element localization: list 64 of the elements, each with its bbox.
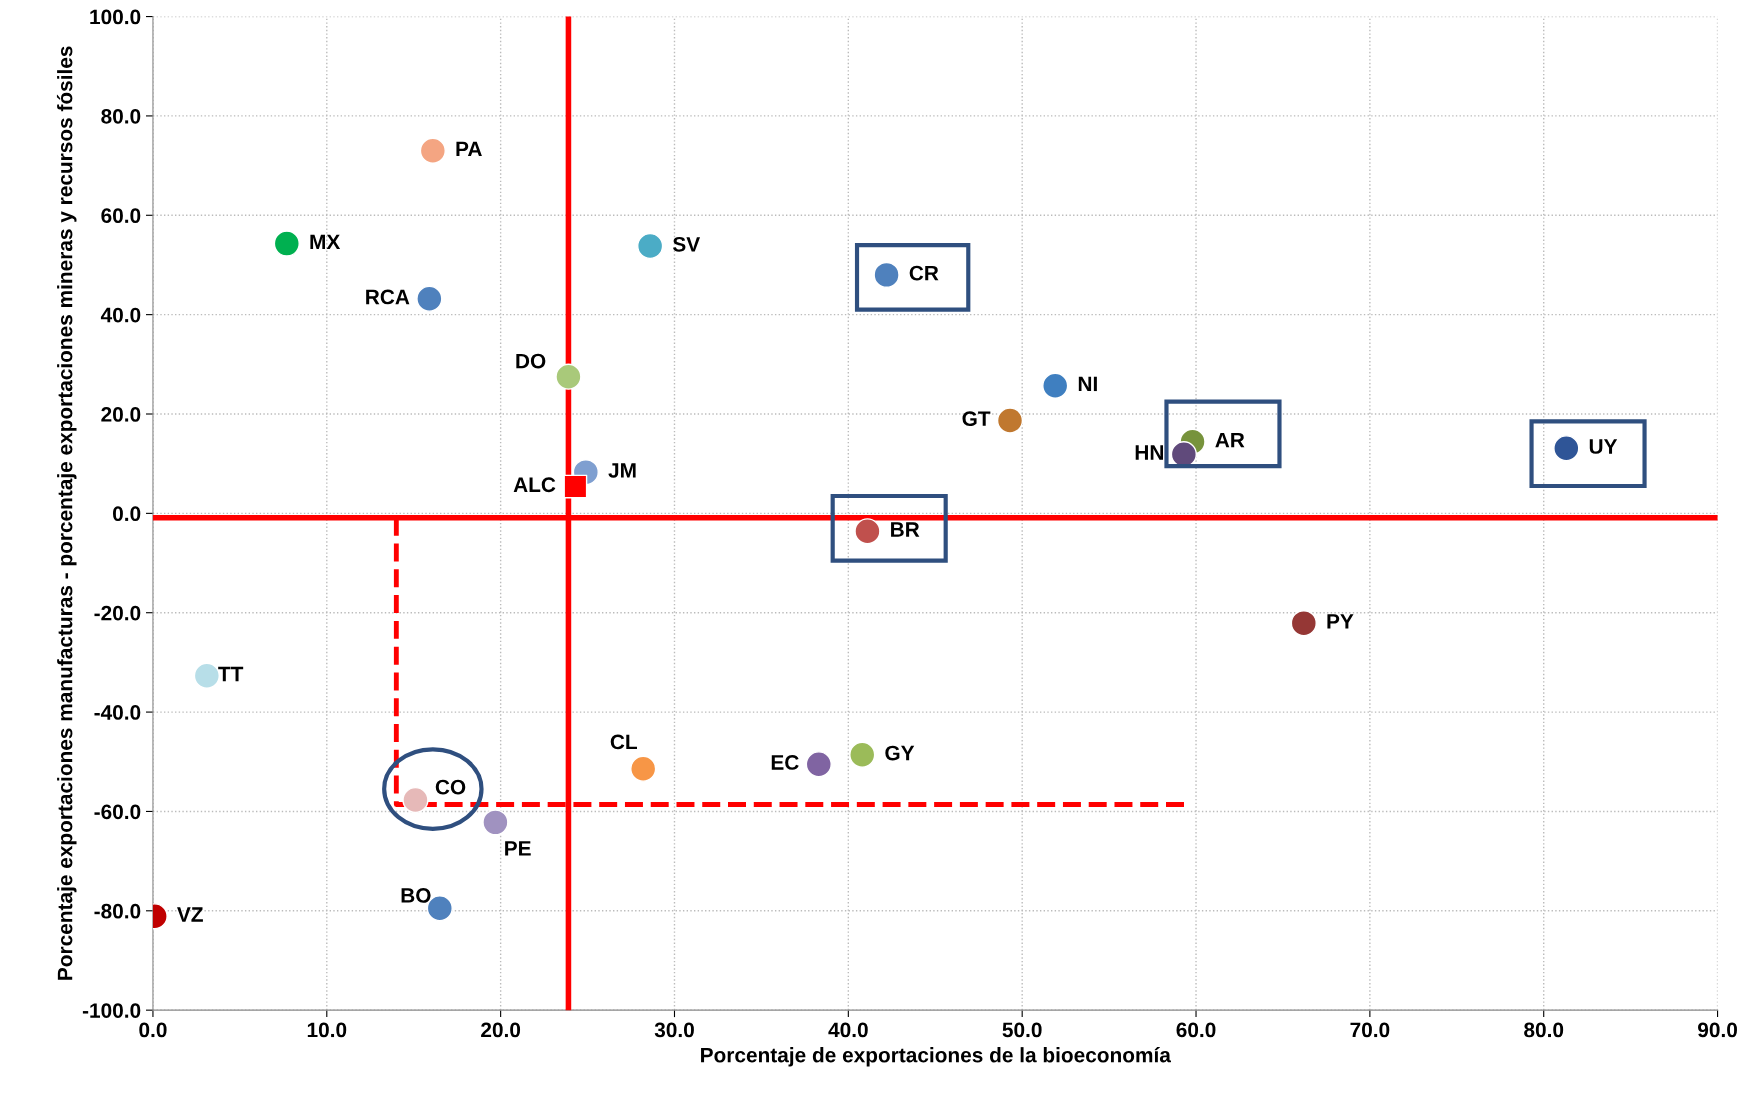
y-axis-title: Porcentaje exportaciones manufacturas - porcentaje exportaciones mineras y recursos fósiles bbox=[56, 46, 77, 980]
x-tick-label: 60.0 bbox=[1176, 1022, 1216, 1038]
series-label: PA bbox=[456, 141, 482, 157]
point bbox=[849, 741, 876, 768]
series-label: DO bbox=[516, 353, 546, 369]
series-label: HN bbox=[1135, 445, 1164, 460]
point bbox=[630, 755, 657, 782]
point bbox=[419, 137, 446, 164]
point bbox=[1290, 610, 1317, 637]
x-tick-label: 80.0 bbox=[1524, 1022, 1564, 1038]
y-tick-label: 40.0 bbox=[100, 307, 141, 323]
point bbox=[1553, 435, 1580, 462]
point bbox=[416, 285, 443, 312]
series-label: MX bbox=[310, 234, 341, 249]
x-tick-label: 30.0 bbox=[654, 1022, 694, 1038]
point bbox=[996, 407, 1024, 434]
point bbox=[854, 518, 881, 545]
point bbox=[273, 230, 300, 257]
x-tick-label: 90.0 bbox=[1698, 1022, 1737, 1038]
series-label: GT bbox=[962, 411, 991, 427]
x-tick-label: 50.0 bbox=[1002, 1022, 1042, 1038]
y-tick-label: 20.0 bbox=[101, 407, 141, 422]
y-tick-label: -80.0 bbox=[94, 903, 141, 919]
point bbox=[193, 662, 220, 689]
x-tick-label: 20.0 bbox=[481, 1022, 521, 1038]
y-tick-label: -100.0 bbox=[82, 1003, 141, 1018]
point bbox=[482, 809, 509, 836]
series-label: EC bbox=[771, 755, 799, 770]
series-label: VZ bbox=[177, 907, 203, 922]
series-label: CL bbox=[610, 734, 637, 750]
series-label: CR bbox=[909, 265, 939, 281]
point bbox=[402, 786, 429, 814]
y-tick-label: 0.0 bbox=[113, 506, 141, 522]
y-tick-label: -60.0 bbox=[94, 804, 141, 820]
y-tick-label: 100.0 bbox=[90, 9, 141, 25]
y-tick-label: 80.0 bbox=[101, 108, 141, 124]
x-tick-label: 0.0 bbox=[139, 1022, 167, 1038]
series-label: BO bbox=[401, 888, 431, 903]
series-label: PY bbox=[1327, 614, 1354, 629]
series-label: PE bbox=[505, 841, 531, 856]
point bbox=[805, 751, 832, 778]
series-label: ALC bbox=[513, 477, 556, 493]
x-tick-label: 40.0 bbox=[828, 1022, 868, 1038]
series-label: TT bbox=[218, 666, 244, 682]
x-tick-label: 70.0 bbox=[1350, 1022, 1390, 1038]
series-label: JM bbox=[608, 463, 636, 478]
y-tick-label: 60.0 bbox=[101, 208, 141, 224]
series-label: NI bbox=[1078, 376, 1097, 392]
series-label: GY bbox=[885, 745, 915, 761]
series-label: CO bbox=[435, 779, 466, 795]
x-tick-label: 10.0 bbox=[307, 1022, 347, 1038]
y-tick-label: -40.0 bbox=[94, 705, 141, 720]
point bbox=[555, 363, 582, 390]
x-axis-title: Porcentaje de exportaciones de la bioeconomía bbox=[701, 1046, 1172, 1067]
point bbox=[1042, 372, 1069, 399]
series-label: BR bbox=[891, 522, 920, 537]
point bbox=[637, 232, 664, 260]
y-tick-label: -20.0 bbox=[94, 605, 141, 621]
series-label: RCA bbox=[366, 289, 410, 305]
point bbox=[873, 261, 900, 289]
point bbox=[563, 474, 588, 499]
series-label: UY bbox=[1589, 439, 1618, 454]
series-label: SV bbox=[672, 236, 701, 252]
series-label: AR bbox=[1215, 432, 1245, 448]
